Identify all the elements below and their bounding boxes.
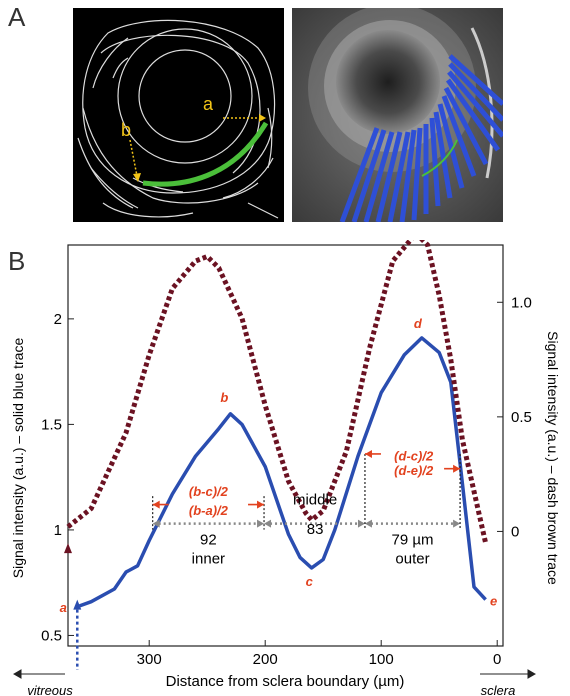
edge-detection-image: a b xyxy=(73,8,284,222)
annotation-b-a: (b-a)/2 xyxy=(189,503,229,518)
sclera-arrowhead xyxy=(527,669,537,679)
middle-label: middle xyxy=(293,492,337,509)
y-axis-left-label: Signal intensity (a.u.) – solid blue tra… xyxy=(10,338,26,579)
y-right-tick-label: 0.5 xyxy=(511,409,532,426)
x-tick-label: 300 xyxy=(137,651,162,668)
y-left-tick-label: 0.5 xyxy=(41,627,62,644)
series-line-dash-brown xyxy=(66,240,489,544)
y-left-tick-label: 1 xyxy=(54,522,62,539)
annotation-arrowhead xyxy=(364,449,372,458)
x-axis-label: Distance from sclera boundary (µm) xyxy=(166,673,405,690)
edge-label-b: b xyxy=(121,120,131,140)
annotation-b-c: (b-c)/2 xyxy=(189,484,229,499)
annotation-arrowhead xyxy=(257,500,265,509)
sclera-label: sclera xyxy=(481,683,516,696)
y-right-tick-label: 1.0 xyxy=(511,294,532,311)
y-axis-right-label: Signal intensity (a.u.) – dash brown tra… xyxy=(545,331,561,585)
series-line-solid-blue xyxy=(79,336,487,608)
mri-image xyxy=(292,8,503,222)
x-tick-label: 0 xyxy=(493,651,501,668)
width-outer-value: 79 µm xyxy=(392,532,434,549)
plot-frame xyxy=(67,244,504,647)
width-bracket-arrow xyxy=(264,519,272,528)
inner-label: inner xyxy=(192,551,225,568)
width-middle-value: 83 xyxy=(307,521,324,538)
panel-label-b: B xyxy=(8,246,26,276)
vitreous-arrowhead xyxy=(12,669,22,679)
width-bracket-arrow xyxy=(364,519,372,528)
width-bracket-arrow xyxy=(152,519,160,528)
annotation-arrowhead xyxy=(453,464,461,473)
x-tick-label: 200 xyxy=(253,651,278,668)
width-inner-value: 92 xyxy=(200,532,217,549)
x-tick-label: 100 xyxy=(369,651,394,668)
point-label-c: c xyxy=(306,574,314,589)
outer-label: outer xyxy=(395,551,429,568)
point-label-d: d xyxy=(414,316,423,331)
point-label-b: b xyxy=(220,390,228,405)
y-left-tick-label: 2 xyxy=(54,311,62,328)
annotation-arrowhead xyxy=(152,500,160,509)
y-left-tick-label: 1.5 xyxy=(41,416,62,433)
edge-label-a: a xyxy=(203,94,214,114)
point-label-a: a xyxy=(60,600,67,615)
panel-label-a: A xyxy=(8,2,26,32)
width-bracket-arrow xyxy=(357,519,365,528)
brown-start-marker xyxy=(64,543,72,554)
y-right-tick-label: 0 xyxy=(511,523,519,540)
width-bracket-arrow xyxy=(453,519,461,528)
width-bracket-arrow xyxy=(257,519,265,528)
vitreous-label: vitreous xyxy=(27,683,73,696)
blue-start-marker xyxy=(73,599,82,610)
signal-intensity-chart: a b c d e (b-c)/2 (b-a)/2 (d-c)/2(d-e)/2 middle 9… xyxy=(10,240,561,696)
point-label-e: e xyxy=(490,594,497,609)
annotation-d-c: (d-c)/2 xyxy=(394,448,434,463)
annotation-d-e: (d-e)/2 xyxy=(394,463,434,478)
